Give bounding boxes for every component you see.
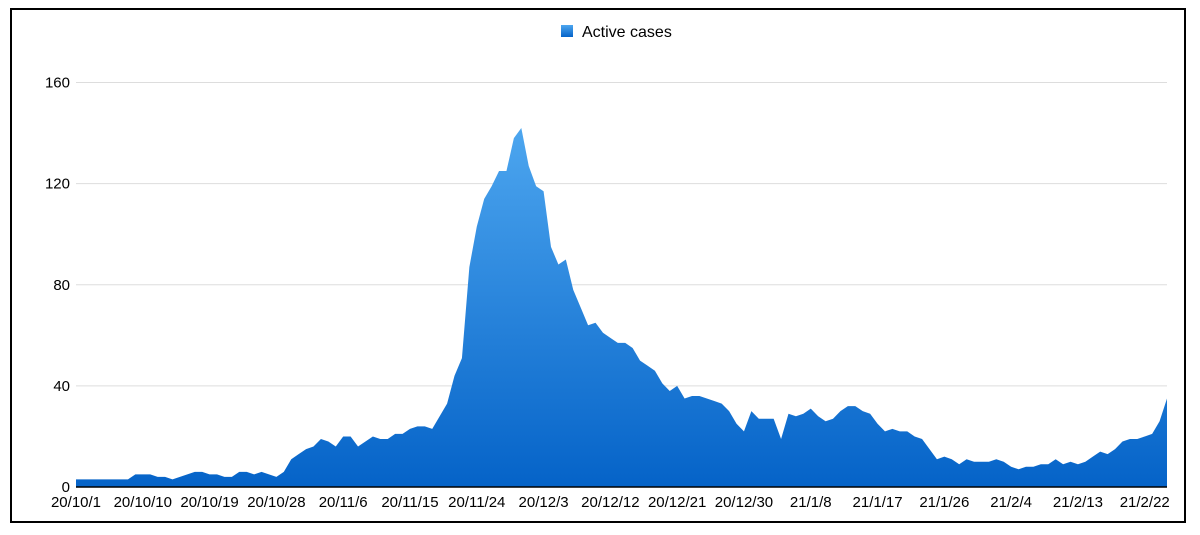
x-axis-ticks: 20/10/1 20/10/10 20/10/19 20/10/28 20/11/6 20…	[51, 494, 1170, 511]
x-tick-label: 20/12/3	[519, 494, 569, 511]
x-tick-label: 20/10/28	[247, 494, 305, 511]
legend-swatch	[561, 25, 573, 37]
x-tick-label: 21/1/17	[853, 494, 903, 511]
x-tick-label: 21/2/22	[1120, 494, 1170, 511]
x-tick-label: 20/12/30	[715, 494, 773, 511]
y-axis-ticks: 0 40 80 120 160	[45, 75, 70, 496]
x-tick-label: 21/1/8	[790, 494, 832, 511]
area-series	[76, 128, 1167, 487]
y-tick-label: 80	[53, 277, 70, 294]
y-tick-label: 160	[45, 75, 70, 92]
x-tick-label: 21/1/26	[919, 494, 969, 511]
y-tick-label: 120	[45, 176, 70, 193]
y-tick-label: 0	[62, 479, 70, 496]
x-tick-label: 21/2/4	[990, 494, 1032, 511]
y-tick-label: 40	[53, 378, 70, 395]
x-tick-label: 20/10/19	[180, 494, 238, 511]
x-tick-label: 20/10/10	[114, 494, 172, 511]
x-tick-label: 20/11/6	[319, 494, 368, 511]
x-tick-label: 21/2/13	[1053, 494, 1103, 511]
x-tick-label: 20/11/15	[381, 494, 438, 511]
legend: Active cases	[561, 24, 672, 41]
x-tick-label: 20/10/1	[51, 494, 101, 511]
x-tick-label: 20/12/21	[648, 494, 706, 511]
x-tick-label: 20/11/24	[448, 494, 505, 511]
x-tick-label: 20/12/12	[581, 494, 639, 511]
chart-frame: 0 40 80 120 160 20/10/1 20/10/10 20/10/19 20/10…	[10, 8, 1186, 523]
grid-lines	[76, 82, 1167, 387]
active-cases-area	[76, 128, 1167, 487]
legend-label: Active cases	[582, 24, 672, 41]
